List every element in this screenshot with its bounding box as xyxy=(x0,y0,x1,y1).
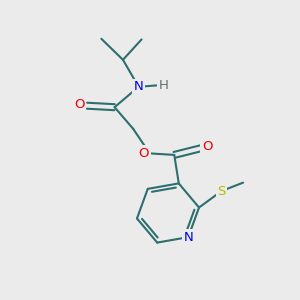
Text: N: N xyxy=(134,80,143,93)
Text: H: H xyxy=(158,79,168,92)
Text: O: O xyxy=(74,98,85,111)
Text: S: S xyxy=(217,184,226,197)
Text: N: N xyxy=(183,231,193,244)
Text: O: O xyxy=(138,147,149,160)
Text: O: O xyxy=(202,140,212,153)
